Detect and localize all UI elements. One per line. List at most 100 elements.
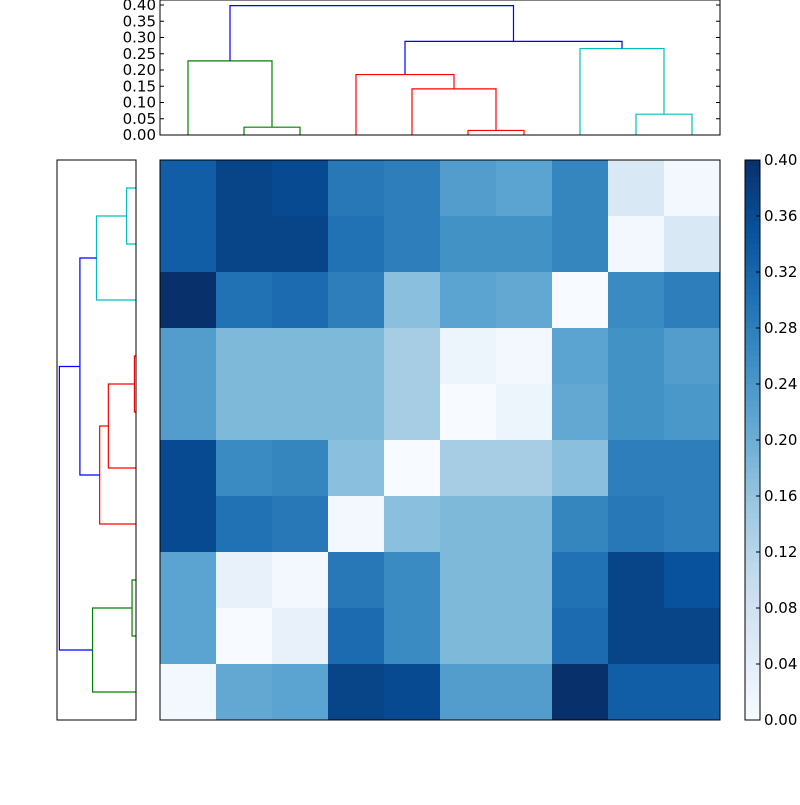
colorbar-segment (745, 372, 760, 379)
heatmap-cell (216, 664, 273, 721)
heatmap-cell (216, 272, 273, 329)
colorbar-segment (745, 697, 760, 704)
left-dendrogram-link (125, 187, 136, 245)
heatmap-cell (608, 608, 665, 665)
colorbar-segment (745, 585, 760, 592)
colorbar-segment (745, 182, 760, 189)
colorbar-segment (745, 283, 760, 290)
heatmap-cell (608, 440, 665, 497)
heatmap-cell (608, 328, 665, 385)
heatmap-cell (496, 496, 553, 553)
heatmap-cell (384, 440, 441, 497)
heatmap-cell (440, 216, 497, 273)
heatmap-cell (496, 608, 553, 665)
colorbar-segment (745, 714, 760, 721)
heatmap-cell (552, 664, 609, 721)
heatmap-cell (552, 216, 609, 273)
colorbar-segment (745, 350, 760, 357)
heatmap-cell (272, 440, 329, 497)
colorbar-segment (745, 395, 760, 402)
colorbar-tick-label: 0.36 (764, 207, 797, 225)
heatmap-cell (496, 160, 553, 217)
colorbar-segment (745, 636, 760, 643)
heatmap-cell (328, 440, 385, 497)
heatmap-cell (272, 664, 329, 721)
colorbar-segment (745, 568, 760, 575)
heatmap-cell (384, 608, 441, 665)
colorbar-segment (745, 384, 760, 391)
heatmap-cell (160, 440, 217, 497)
colorbar-tick-label: 0.40 (764, 151, 797, 169)
heatmap-cell (272, 272, 329, 329)
heatmap-cell (160, 272, 217, 329)
colorbar-segment (745, 255, 760, 262)
left-dendrogram-link (107, 383, 136, 469)
colorbar-segment (745, 535, 760, 542)
colorbar-segment (745, 171, 760, 178)
colorbar-segment (745, 389, 760, 396)
heatmap-cell (160, 160, 217, 217)
heatmap-cell (328, 608, 385, 665)
colorbar-segment (745, 647, 760, 654)
heatmap-cell (272, 328, 329, 385)
colorbar-segment (745, 462, 760, 469)
top-dendrogram-frame (159, 0, 721, 136)
heatmap-cell (552, 328, 609, 385)
heatmap-cell (664, 440, 721, 497)
colorbar-segment (745, 428, 760, 435)
heatmap-cell (552, 440, 609, 497)
heatmap-cell (440, 496, 497, 553)
colorbar-segment (745, 400, 760, 407)
colorbar-segment (745, 440, 760, 447)
heatmap-cell (328, 496, 385, 553)
top-dendrogram-ytick-label: 0.00 (123, 126, 156, 144)
heatmap-cell (216, 328, 273, 385)
heatmap-cell (552, 608, 609, 665)
colorbar-segment (745, 501, 760, 508)
heatmap-cell (160, 384, 217, 441)
heatmap-cell (160, 664, 217, 721)
heatmap-cell (160, 216, 217, 273)
colorbar-segment (745, 266, 760, 273)
colorbar-segment (745, 160, 760, 167)
top-dendrogram-link (411, 88, 497, 135)
heatmap-cell (664, 328, 721, 385)
heatmap-cell (216, 440, 273, 497)
colorbar-segment (745, 328, 760, 335)
left-dendrogram-link (58, 365, 93, 651)
colorbar-tick-label: 0.04 (764, 655, 797, 673)
heatmap-cell (664, 552, 721, 609)
heatmap-cell (440, 664, 497, 721)
left-dendrogram-link (131, 579, 136, 637)
heatmap-cell (216, 608, 273, 665)
colorbar-tick-label: 0.12 (764, 543, 797, 561)
heatmap-cell (272, 496, 329, 553)
heatmap-cell (552, 496, 609, 553)
colorbar-segment (745, 624, 760, 631)
heatmap-cell (496, 328, 553, 385)
colorbar-tick-label: 0.32 (764, 263, 797, 281)
heatmap-cell (216, 552, 273, 609)
heatmap-cell (608, 272, 665, 329)
colorbar-segment (745, 339, 760, 346)
heatmap-cell (328, 384, 385, 441)
colorbar-segment (745, 540, 760, 547)
heatmap-cell (440, 272, 497, 329)
colorbar-segment (745, 669, 760, 676)
colorbar-segment (745, 356, 760, 363)
colorbar-segment (745, 468, 760, 475)
top-dendrogram-link (229, 5, 515, 61)
heatmap-cell (664, 608, 721, 665)
heatmap-cell (496, 440, 553, 497)
colorbar-segment (745, 473, 760, 480)
colorbar-segment (745, 591, 760, 598)
colorbar-segment (745, 529, 760, 536)
heatmap-cell (160, 328, 217, 385)
colorbar-segment (745, 406, 760, 413)
heatmap-cell (664, 216, 721, 273)
heatmap-cell (608, 664, 665, 721)
heatmap-cell (384, 160, 441, 217)
colorbar-tick-label: 0.20 (764, 431, 797, 449)
heatmap-cell (328, 216, 385, 273)
heatmap-cell (440, 552, 497, 609)
